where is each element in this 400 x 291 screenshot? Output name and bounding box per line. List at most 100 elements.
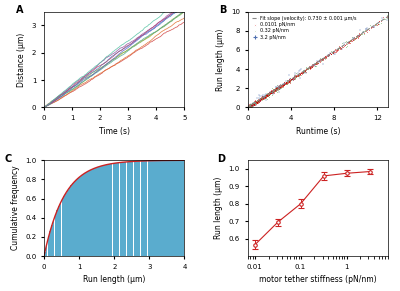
Point (277, 83, 284, 88)
Point (354, 33, 360, 37)
Point (254, 99, 261, 104)
Point (255, 100, 262, 104)
Point (346, 39, 353, 44)
Point (330, 50, 336, 55)
Point (274, 86, 280, 91)
Point (262, 95, 268, 100)
Point (272, 88, 279, 93)
Point (275, 86, 281, 90)
Point (264, 93, 270, 98)
Point (295, 73, 302, 77)
Point (320, 62, 326, 66)
Point (261, 95, 267, 100)
Bar (120, 162, 121, 256)
Point (256, 96, 262, 101)
Point (250, 101, 256, 105)
Point (247, 102, 254, 106)
Point (269, 89, 276, 94)
Point (288, 78, 294, 82)
Point (246, 104, 253, 108)
Point (286, 79, 292, 84)
Point (254, 100, 260, 105)
Point (264, 91, 270, 95)
Point (373, 22, 379, 26)
Bar (92, 169, 93, 256)
Point (296, 71, 302, 76)
Point (266, 94, 272, 99)
Point (251, 100, 257, 105)
Point (245, 103, 251, 108)
Point (275, 85, 281, 90)
Point (309, 63, 316, 68)
Point (276, 89, 282, 94)
Point (266, 91, 273, 95)
Point (312, 62, 318, 66)
Point (268, 90, 274, 95)
Point (318, 58, 325, 63)
Point (247, 103, 253, 108)
Point (273, 88, 280, 92)
Point (269, 90, 276, 95)
Point (296, 69, 302, 74)
Point (291, 74, 297, 79)
Point (376, 19, 382, 23)
Point (347, 39, 353, 43)
Point (272, 88, 278, 93)
Point (303, 66, 309, 70)
Point (252, 100, 258, 104)
Point (372, 23, 378, 27)
Point (356, 33, 363, 38)
Text: A: A (16, 5, 24, 15)
Bar (78, 178, 79, 256)
Point (251, 102, 257, 106)
Point (356, 31, 362, 36)
Point (254, 96, 260, 101)
Point (256, 97, 263, 102)
Bar (86, 172, 88, 256)
Point (258, 95, 264, 100)
Point (348, 38, 354, 42)
Point (286, 77, 292, 82)
Point (277, 84, 284, 89)
Point (310, 62, 317, 66)
Bar (167, 160, 168, 256)
Point (252, 99, 258, 104)
Point (343, 39, 350, 44)
Point (275, 86, 281, 90)
Point (246, 105, 252, 110)
Point (262, 94, 269, 99)
Point (290, 76, 296, 81)
Point (251, 101, 257, 106)
Point (245, 105, 252, 109)
Point (308, 63, 314, 68)
Point (276, 85, 282, 90)
Point (250, 104, 256, 108)
Point (283, 79, 290, 84)
Point (297, 71, 303, 76)
Point (279, 83, 285, 88)
Point (291, 76, 298, 81)
Point (282, 79, 289, 84)
Point (262, 94, 268, 99)
Point (353, 35, 360, 40)
Point (283, 80, 289, 84)
Point (276, 85, 283, 89)
Point (275, 85, 282, 89)
Point (362, 28, 369, 33)
Point (306, 64, 312, 69)
Bar (135, 161, 137, 256)
Point (270, 88, 276, 93)
Point (247, 103, 254, 108)
Point (248, 102, 255, 107)
Point (249, 102, 256, 107)
Point (256, 98, 263, 103)
Point (252, 101, 259, 105)
Point (294, 74, 300, 78)
Point (245, 105, 251, 110)
Point (319, 58, 325, 63)
Point (275, 86, 281, 91)
Point (269, 89, 276, 94)
Point (273, 85, 279, 90)
Point (250, 102, 256, 107)
Point (252, 99, 259, 104)
